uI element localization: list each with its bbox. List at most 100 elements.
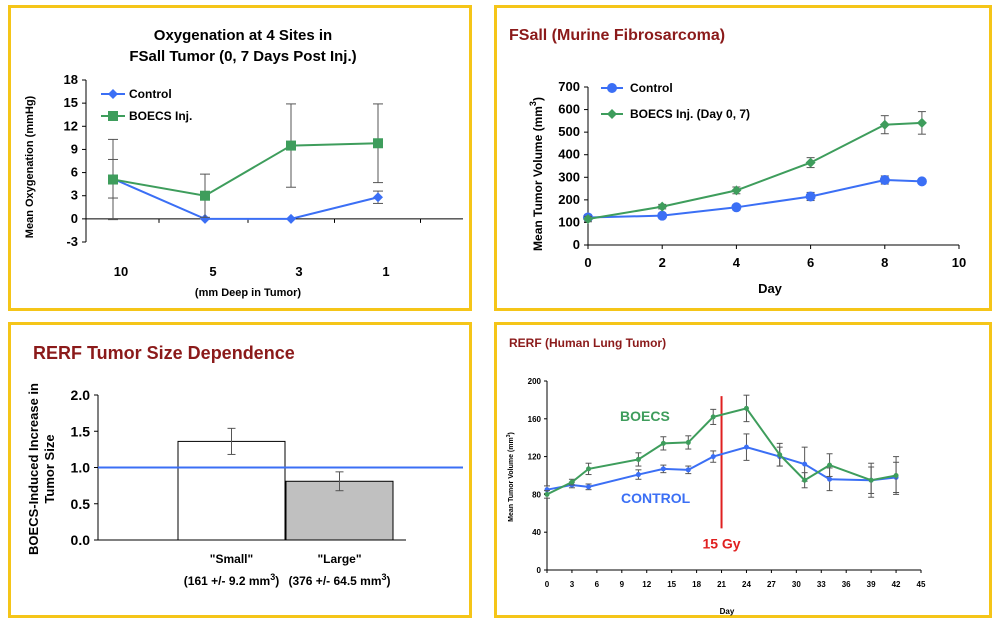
data-point bbox=[200, 213, 210, 224]
x-tick-label: 39 bbox=[867, 580, 876, 589]
fsall-chart: FSall (Murine Fibrosarcoma) 010020030040… bbox=[509, 27, 966, 296]
legend-boecs-marker bbox=[108, 111, 118, 121]
data-point bbox=[731, 185, 742, 196]
x-tick-label: 5 bbox=[209, 264, 216, 279]
y-tick-label: 1.0 bbox=[71, 460, 91, 476]
x-tick-label: 6 bbox=[595, 580, 600, 589]
y-tick-label: 80 bbox=[532, 490, 541, 499]
series-line bbox=[587, 121, 922, 221]
fsall-plot-area: 0 100 200 300 400 500 600 700 0 2 4 6 8 10 bbox=[558, 79, 966, 270]
series-line bbox=[112, 142, 379, 197]
rerf-lung-title: RERF (Human Lung Tumor) bbox=[509, 336, 666, 350]
data-point bbox=[657, 201, 668, 212]
x-tick-label: 21 bbox=[717, 580, 726, 589]
y-tick-label: 200 bbox=[558, 192, 580, 207]
x-tick-label: 18 bbox=[692, 580, 701, 589]
y-tick-label: 600 bbox=[558, 102, 580, 117]
data-point bbox=[544, 491, 550, 497]
data-point bbox=[710, 414, 716, 420]
oxygenation-title-line1: Oxygenation at 4 Sites in bbox=[154, 27, 332, 44]
y-tick-label: 18 bbox=[64, 72, 78, 87]
y-tick-label: -3 bbox=[66, 234, 78, 249]
data-point bbox=[583, 214, 593, 225]
oxygenation-y-label: Mean Oxygenation (mmHg) bbox=[24, 95, 36, 238]
control-series-label: CONTROL bbox=[621, 490, 691, 506]
rerf-size-chart-panel: RERF Tumor Size Dependence 0.0 0.5 1.0 1.5 2… bbox=[8, 322, 472, 618]
y-tick-label: 6 bbox=[71, 165, 78, 180]
oxygenation-title-line2: FSall Tumor (0, 7 Days Post Inj.) bbox=[129, 48, 356, 65]
fsall-chart-panel: FSall (Murine Fibrosarcoma) 0 100 200 300 40… bbox=[494, 5, 992, 311]
y-tick-label: 0 bbox=[537, 566, 542, 575]
rerf-lung-y-label-sup: 3 bbox=[506, 434, 512, 437]
data-point bbox=[635, 472, 641, 478]
rerf-lung-x-label: Day bbox=[720, 607, 735, 616]
x-tick-label: 12 bbox=[642, 580, 651, 589]
y-tick-label: 0.5 bbox=[71, 496, 91, 512]
y-tick-label: 120 bbox=[528, 453, 542, 462]
series-line bbox=[112, 177, 379, 220]
y-tick-label: 160 bbox=[528, 415, 542, 424]
x-tick-label: 3 bbox=[295, 264, 302, 279]
legend-boecs-marker bbox=[607, 109, 617, 119]
x-tick-label: 10 bbox=[114, 264, 128, 279]
category-sublabel: (376 +/- 64.5 mm3) bbox=[288, 572, 390, 588]
data-point bbox=[805, 157, 816, 168]
x-tick-label: 0 bbox=[545, 580, 550, 589]
fsall-title: FSall (Murine Fibrosarcoma) bbox=[509, 27, 725, 44]
x-tick-label: 10 bbox=[952, 255, 966, 270]
rerf-size-y-label-line2: Tumor Size bbox=[42, 434, 57, 503]
data-point bbox=[660, 466, 666, 472]
category-sublabel: (161 +/- 9.2 mm3) bbox=[184, 572, 279, 588]
oxygenation-plot-area: -3 0 3 6 9 12 15 18 10 5 3 1 bbox=[64, 72, 463, 279]
y-tick-label: 1.5 bbox=[71, 423, 91, 439]
data-point bbox=[569, 479, 575, 485]
x-tick-label: 45 bbox=[917, 580, 926, 589]
legend-control-marker bbox=[607, 83, 617, 93]
dose-annotation: 15 Gy bbox=[702, 536, 740, 552]
legend-control-marker bbox=[108, 89, 118, 99]
rerf-size-title: RERF Tumor Size Dependence bbox=[33, 343, 295, 363]
x-tick-label: 24 bbox=[742, 580, 751, 589]
oxygenation-chart-panel: Oxygenation at 4 Sites in FSall Tumor (0… bbox=[8, 5, 472, 311]
x-tick-label: 36 bbox=[842, 580, 851, 589]
data-point bbox=[743, 405, 749, 411]
x-tick-label: 0 bbox=[584, 255, 591, 270]
data-point bbox=[868, 477, 874, 483]
rerf-lung-y-label-close: ) bbox=[508, 432, 515, 434]
data-point bbox=[731, 202, 742, 213]
data-point bbox=[373, 192, 383, 203]
y-tick-label: 2.0 bbox=[71, 387, 91, 403]
x-tick-label: 8 bbox=[881, 255, 888, 270]
y-tick-label: 12 bbox=[64, 118, 78, 133]
data-point bbox=[802, 461, 808, 467]
fsall-legend: Control BOECS Inj. (Day 0, 7) bbox=[601, 81, 750, 121]
legend-boecs-label: BOECS Inj. bbox=[129, 109, 192, 123]
oxygenation-x-label: (mm Deep in Tumor) bbox=[195, 287, 301, 299]
data-point bbox=[916, 176, 927, 187]
data-point bbox=[710, 454, 716, 460]
data-point bbox=[657, 210, 668, 221]
y-tick-label: 9 bbox=[71, 141, 78, 156]
y-tick-label: 400 bbox=[558, 147, 580, 162]
fsall-y-label: Mean Tumor Volume (mm3) bbox=[528, 97, 545, 251]
x-tick-label: 30 bbox=[792, 580, 801, 589]
data-point bbox=[743, 444, 749, 450]
x-tick-label: 9 bbox=[620, 580, 625, 589]
data-point bbox=[805, 191, 816, 202]
x-tick-label: 15 bbox=[667, 580, 676, 589]
data-point bbox=[827, 462, 833, 468]
data-point bbox=[586, 484, 592, 490]
data-point bbox=[635, 456, 641, 462]
y-tick-label: 700 bbox=[558, 79, 580, 94]
y-tick-label: 300 bbox=[558, 169, 580, 184]
data-point bbox=[108, 174, 118, 185]
data-point bbox=[685, 467, 691, 473]
y-tick-label: 0 bbox=[71, 211, 78, 226]
x-tick-label: 1 bbox=[382, 264, 389, 279]
oxygenation-chart: Oxygenation at 4 Sites in FSall Tumor (0… bbox=[24, 27, 463, 299]
fsall-y-label-close: ) bbox=[531, 97, 545, 101]
data-point bbox=[586, 466, 592, 472]
data-point bbox=[802, 477, 808, 483]
data-point bbox=[916, 117, 927, 128]
